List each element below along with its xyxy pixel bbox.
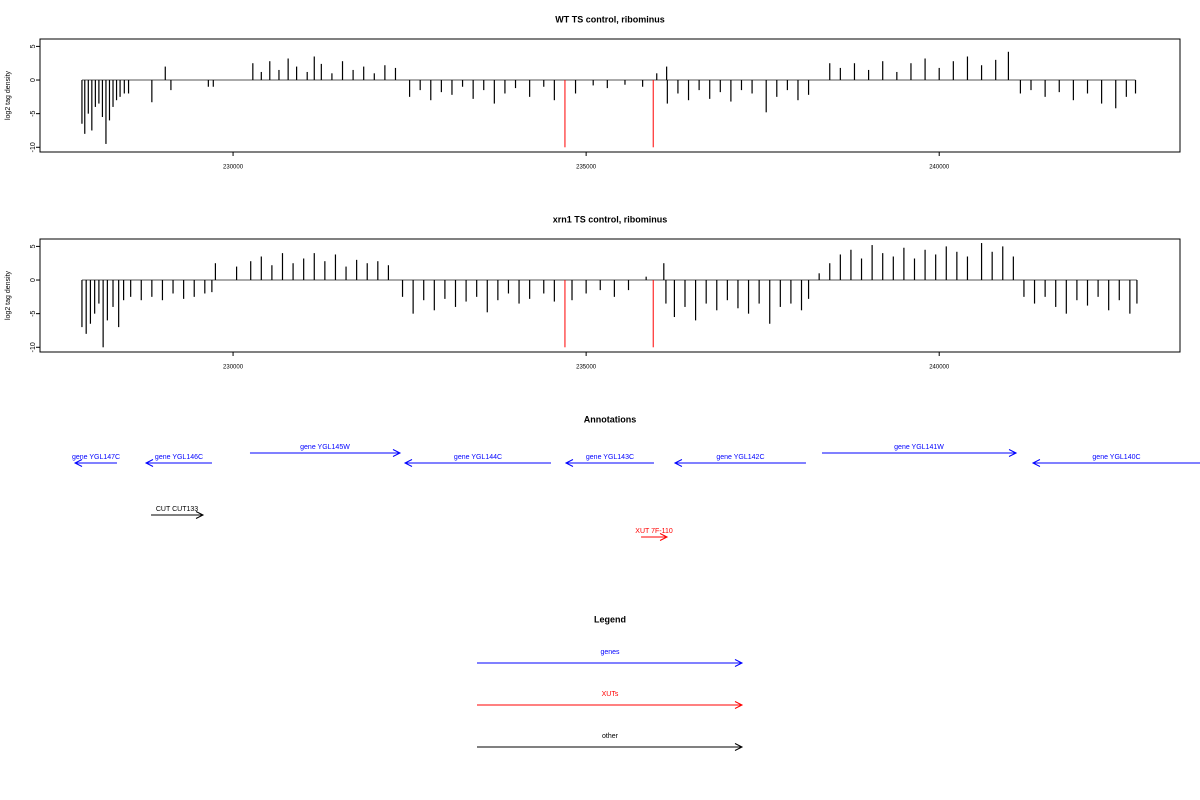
feature-arrow-head [73,459,83,467]
legend-arrow-head [734,743,744,751]
feature-label: gene YGL144C [454,454,502,461]
legend-title: Legend [594,614,626,624]
annotations-title: Annotations [584,414,637,424]
feature-arrow-head [659,533,669,541]
feature-arrow-head [144,459,154,467]
feature-label: gene YGL143C [586,454,634,461]
x-tick-label: 240000 [929,165,950,171]
legend-label: genes [600,649,620,656]
y-tick-label: 0 [30,278,37,282]
panel-title: WT TS control, ribominus [555,14,665,24]
y-tick-label: -5 [30,310,37,316]
y-tick-label: 5 [30,244,37,248]
y-axis-label: log2 tag density [5,270,12,320]
feature-arrow-head [564,459,574,467]
feature-label: XUT 7F-110 [635,528,673,535]
y-axis-label: log2 tag density [5,70,12,120]
y-tick-label: 5 [30,44,37,48]
x-tick-label: 235000 [576,365,597,371]
feature-arrow-head [1008,449,1018,457]
feature-label: gene YGL140C [1092,454,1140,461]
x-tick-label: 240000 [929,365,950,371]
feature-arrow-head [392,449,402,457]
feature-arrow-head [403,459,413,467]
feature-label: gene YGL142C [716,454,764,461]
panel-title: xrn1 TS control, ribominus [553,214,668,224]
x-tick-label: 230000 [223,365,244,371]
feature-label: gene YGL141W [894,444,944,451]
feature-label: gene YGL147C [72,454,120,461]
feature-arrow-head [195,511,205,519]
feature-label: gene YGL145W [300,444,350,451]
feature-label: CUT CUT133 [156,506,198,513]
x-tick-label: 235000 [576,165,597,171]
y-tick-label: -10 [30,342,37,352]
feature-arrow-head [673,459,683,467]
legend-label: XUTs [602,691,619,698]
legend-arrow-head [734,659,744,667]
feature-arrow-head [1031,459,1041,467]
feature-label: gene YGL146C [155,454,203,461]
y-tick-label: 0 [30,78,37,82]
plot-frame [39,238,1181,353]
plot-frame [39,38,1181,153]
y-tick-label: -5 [30,110,37,116]
legend-arrow-head [734,701,744,709]
x-tick-label: 230000 [223,165,244,171]
legend-label: other [602,733,619,740]
y-tick-label: -10 [30,142,37,152]
